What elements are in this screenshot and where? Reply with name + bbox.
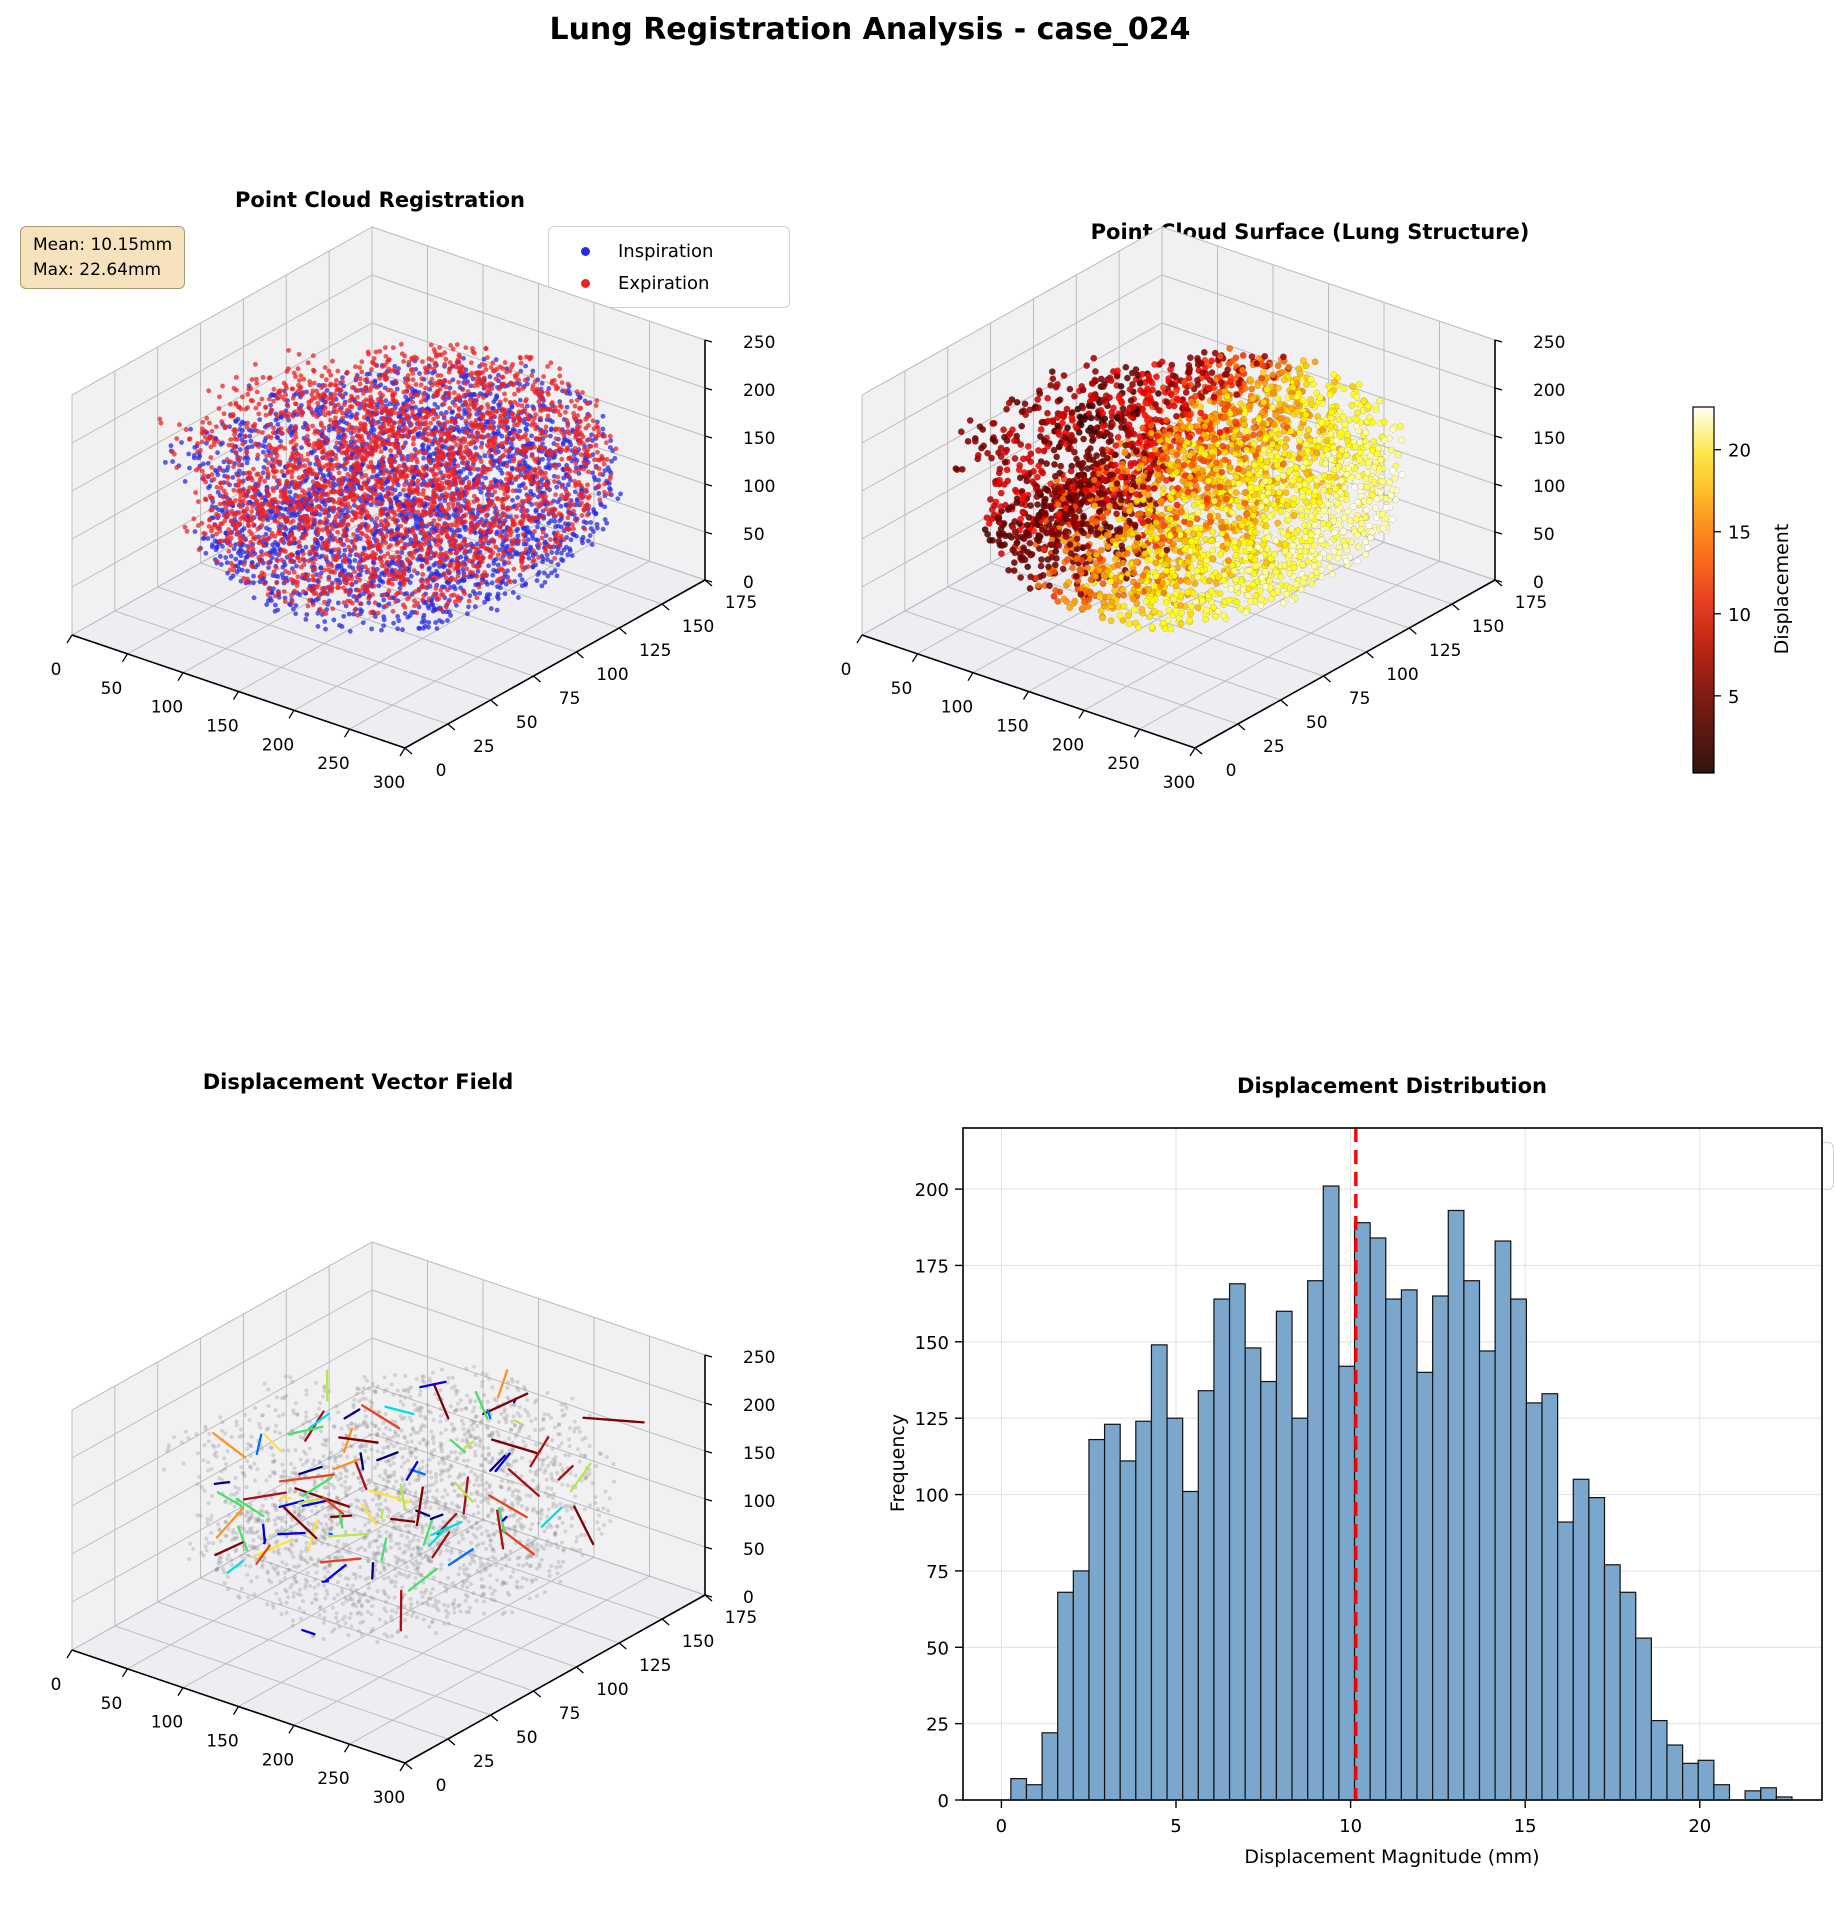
registration-legend: Inspiration Expiration	[548, 226, 790, 308]
expiration-label: Expiration	[618, 272, 710, 294]
vector-field-3d-plot: 0501001502002503000255075100125150175050…	[51, 1241, 775, 1808]
surface-3d-plot: 5101520050100150200250300025507510012515…	[841, 226, 1751, 793]
inspiration-marker-icon	[581, 246, 590, 256]
figure-title: Lung Registration Analysis - case_024	[549, 12, 1191, 47]
legend-item-inspiration: Inspiration	[563, 235, 775, 267]
vector-field-plot-title: Displacement Vector Field	[202, 1070, 514, 1094]
histogram-xlabel: Displacement Magnitude (mm)	[1244, 1846, 1540, 1868]
max-displacement-text: Max: 22.64mm	[33, 259, 162, 280]
mean-displacement-text: Mean: 10.15mm	[33, 235, 173, 255]
inspiration-label: Inspiration	[618, 240, 714, 262]
stats-annotation-box: Mean: 10.15mm Max: 22.64mm	[20, 226, 186, 290]
registration-plot-title: Point Cloud Registration	[235, 188, 525, 212]
histogram-title: Displacement Distribution	[1237, 1074, 1547, 1098]
registration-3d-plot: 0501001502002503000255075100125150175050…	[51, 226, 775, 793]
legend-item-expiration: Expiration	[563, 267, 775, 299]
expiration-marker-icon	[581, 278, 590, 288]
